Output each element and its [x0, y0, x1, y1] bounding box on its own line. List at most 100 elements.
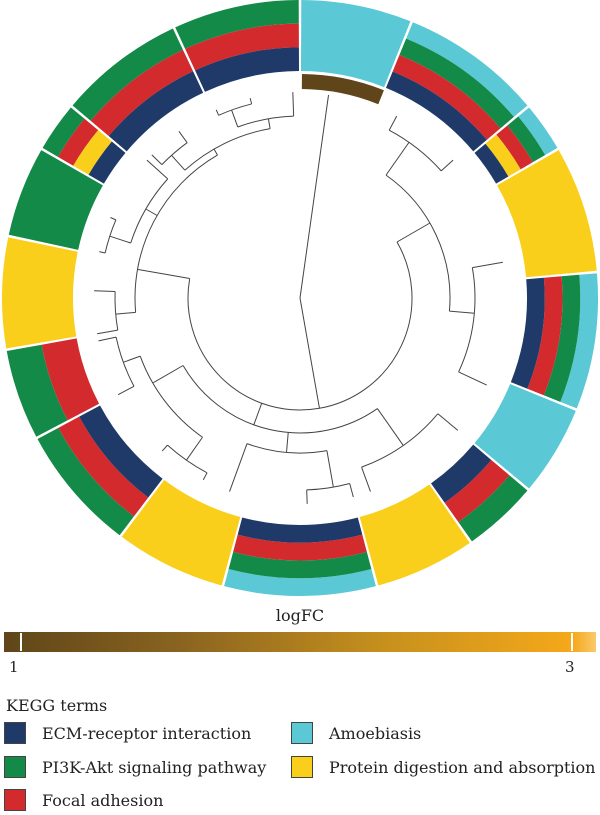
dendrogram-branch [97, 329, 118, 335]
kegg-term-band [37, 427, 134, 536]
dendrogram-branch [285, 432, 289, 453]
dendrogram-branch [396, 222, 431, 243]
kegg-term-band [507, 116, 546, 163]
circular-dendrogram [1, 0, 598, 596]
legend-swatch [4, 722, 26, 744]
kegg-term-band [175, 0, 299, 49]
kegg-term-band [121, 479, 241, 586]
dendrogram-branch [178, 131, 188, 143]
kegg-term-band [510, 277, 545, 389]
dendrogram-branch [292, 92, 295, 117]
dendrogram-branch [186, 436, 203, 461]
kegg-term-band [108, 71, 204, 152]
dendrogram-branch [110, 217, 117, 221]
dendrogram-branch [146, 159, 169, 180]
kegg-term-band [543, 274, 581, 402]
kegg-term-band [300, 0, 411, 88]
dendrogram-branch [151, 154, 163, 165]
legend-label: Amoebiasis [329, 723, 422, 743]
kegg-term-band [518, 107, 558, 156]
kegg-term-band [497, 150, 597, 278]
dendrogram-branch [449, 310, 475, 314]
dendrogram-branch [99, 251, 106, 254]
kegg-term-band [399, 38, 514, 129]
dendrogram-arc [218, 103, 252, 116]
dendrogram-arc [182, 365, 378, 434]
dendrogram-arc [361, 413, 439, 468]
dendrogram-arc [246, 443, 328, 454]
kegg-term-band [496, 125, 533, 170]
dendrogram-branch [377, 408, 404, 446]
dendrogram-branch [137, 268, 190, 280]
dendrogram-branch [171, 154, 186, 171]
legend-swatch [291, 722, 313, 744]
kegg-term-band [431, 444, 492, 503]
dendrogram-arc [139, 355, 203, 438]
dendrogram-branch [299, 297, 320, 409]
dendrogram-branch [437, 413, 459, 431]
legend-item-amoebiasis: Amoebiasis [291, 722, 421, 744]
legend-label: PI3K-Akt signaling pathway [42, 757, 267, 777]
colorbar-min-label: 1 [9, 658, 19, 676]
kegg-term-band [359, 484, 470, 586]
dendrogram-branch [202, 472, 208, 481]
logfc-colorbar [4, 632, 596, 652]
kegg-term-band [485, 134, 521, 177]
colorbar-tick-min [20, 633, 22, 651]
legend-title: KEGG terms [6, 696, 108, 715]
kegg-term-band [41, 338, 100, 421]
legend-label: Focal adhesion [42, 790, 164, 810]
kegg-term-band [73, 130, 112, 175]
legend-item-focal-adhesion: Focal adhesion [4, 789, 163, 811]
dendrogram-arc [114, 291, 119, 331]
kegg-term-band [6, 344, 68, 437]
kegg-term-band [406, 22, 528, 117]
kegg-term-band [474, 143, 509, 184]
legend-label: Protein digestion and absorption [329, 757, 596, 777]
kegg-term-band [42, 107, 85, 157]
kegg-term-band [88, 141, 126, 184]
dendrogram-branch [458, 371, 487, 386]
dendrogram-branch [385, 142, 410, 176]
kegg-term-band [57, 118, 99, 166]
colorbar-max-label: 3 [565, 658, 575, 676]
dendrogram-branch [267, 118, 271, 129]
dendrogram-branch [326, 450, 334, 488]
dendrogram-branch [115, 311, 136, 315]
dendrogram-arc [388, 129, 442, 172]
dendrogram-branch [388, 115, 398, 131]
kegg-term-band [185, 23, 299, 71]
dendrogram-branch [253, 403, 263, 426]
kegg-term-band [8, 150, 103, 250]
kegg-term-band [224, 569, 376, 596]
kegg-term-band [474, 383, 576, 489]
dendrogram-lines [94, 92, 503, 504]
dendrogram-arc [184, 128, 271, 171]
dendrogram-branch [145, 208, 158, 216]
dendrogram-arc [130, 178, 169, 244]
kegg-term-band [79, 405, 163, 498]
dendrogram-branch [94, 290, 116, 293]
kegg-term-band [233, 534, 367, 561]
dendrogram-arc [306, 482, 350, 491]
kegg-term-band [444, 459, 510, 523]
kegg-term-band [237, 517, 363, 543]
dendrogram-branch [98, 336, 117, 342]
kegg-term-band [385, 71, 487, 152]
kegg-term-band [58, 416, 149, 517]
dendrogram-branch [117, 385, 135, 396]
legend-swatch [4, 789, 26, 811]
legend-label: ECM-receptor interaction [42, 723, 252, 743]
dendrogram-branch [361, 466, 371, 492]
kegg-term-band [527, 276, 563, 396]
legend-swatch [291, 756, 313, 778]
dendrogram-branch [229, 443, 248, 492]
kegg-term-band [228, 551, 372, 579]
dendrogram-branch [440, 159, 454, 172]
dendrogram-arc [134, 154, 218, 313]
dendrogram-arc [458, 267, 476, 373]
legend-item-ecm-receptor: ECM-receptor interaction [4, 722, 251, 744]
dendrogram-branch [213, 148, 218, 156]
dendrogram-arc [237, 115, 294, 128]
